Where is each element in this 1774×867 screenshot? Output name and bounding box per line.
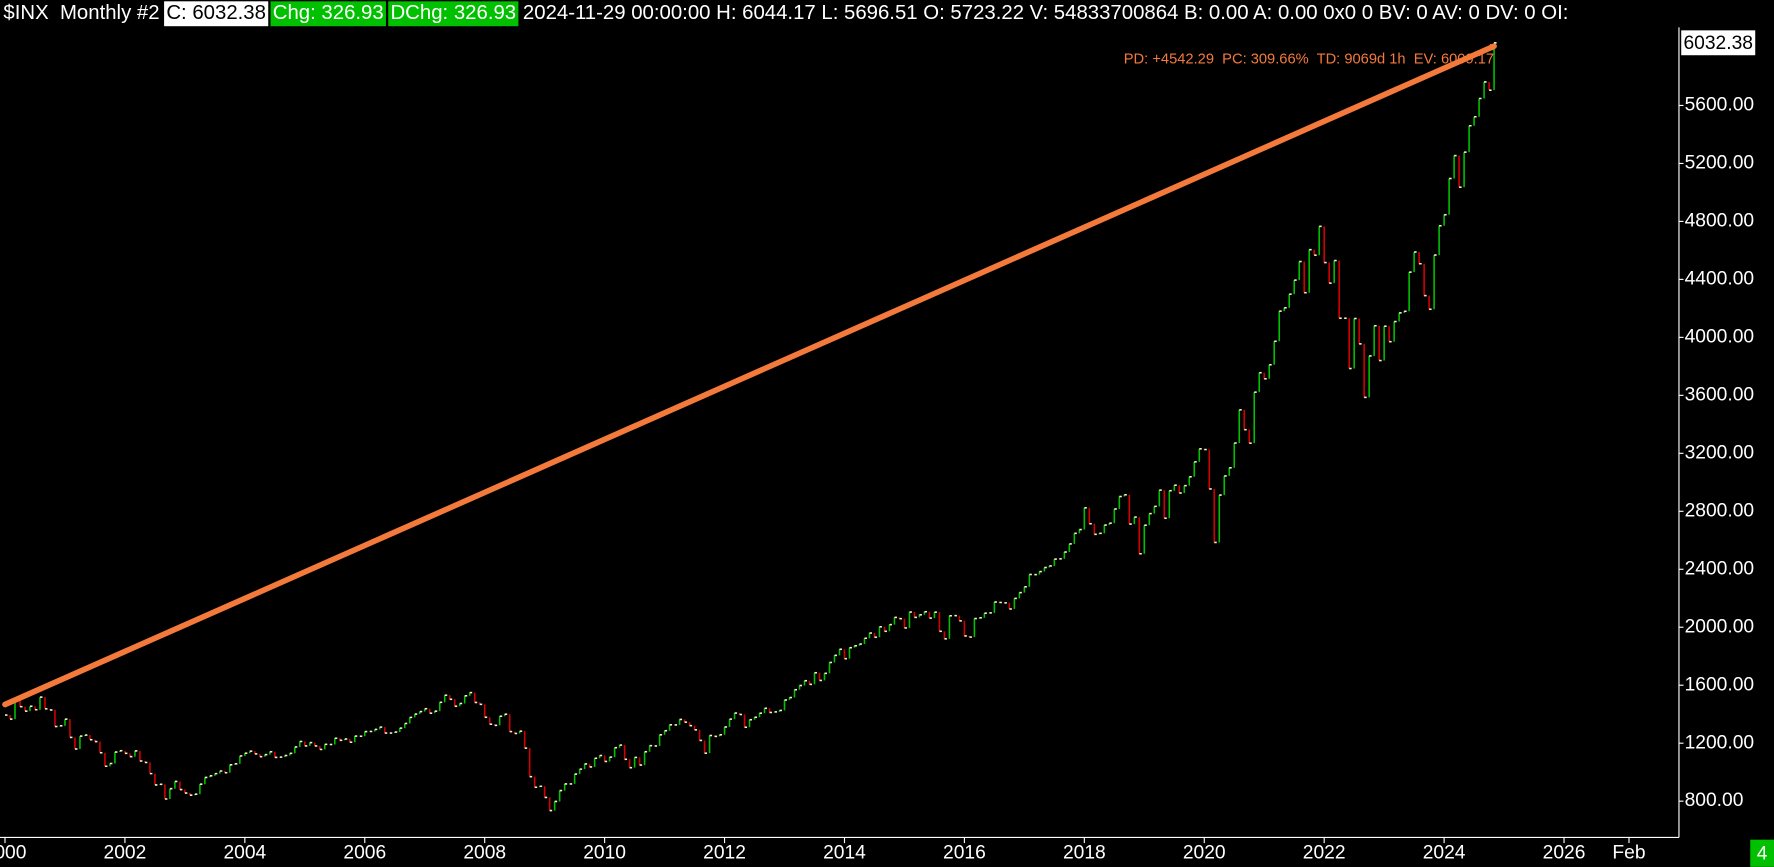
y-tick-label: 2000.00 xyxy=(1685,616,1754,637)
y-tick-label: 3200.00 xyxy=(1685,442,1754,463)
x-tick-label: 2016 xyxy=(943,842,986,863)
x-tick-label: 2022 xyxy=(1303,842,1346,863)
y-tick-label: 5200.00 xyxy=(1685,153,1754,174)
x-tick-label: 2014 xyxy=(823,842,866,863)
x-tick-label: 2020 xyxy=(1183,842,1226,863)
plot-area: PD: +4542.29 PC: 309.66% TD: 9069d 1h EV… xyxy=(2,41,1497,812)
y-tick-label: 4000.00 xyxy=(1685,326,1754,347)
y-tick-label: 2800.00 xyxy=(1685,500,1754,521)
y-tick-label: 4800.00 xyxy=(1685,210,1754,231)
trendline-arrow xyxy=(1489,43,1497,51)
y-tick-label: 5600.00 xyxy=(1685,95,1754,116)
x-tick-label: 2012 xyxy=(703,842,746,863)
x-tick-label: 2004 xyxy=(223,842,266,863)
header-bar: $INX Monthly #2 C: 6032.38 Chg: 326.93 DChg… xyxy=(3,1,1569,27)
header-box xyxy=(388,1,519,27)
header-field: C: 6032.38 xyxy=(166,2,266,24)
header-field: Chg: 326.93 xyxy=(273,2,384,24)
header-field: DChg: 326.93 xyxy=(390,2,516,24)
x-tick-label: 2018 xyxy=(1063,842,1106,863)
x-tick-label: 2008 xyxy=(463,842,506,863)
x-tick-label: 2000 xyxy=(0,842,26,863)
trendline xyxy=(2,43,1497,708)
last-price-box xyxy=(1681,30,1756,56)
badge-label: 4 xyxy=(1757,843,1768,864)
header-field: $INX Monthly #2 xyxy=(3,2,159,24)
y-tick-label: 800.00 xyxy=(1685,790,1744,811)
y-tick-label: 3600.00 xyxy=(1685,384,1754,405)
last-price-label: 6032.38 xyxy=(1683,33,1752,54)
y-tick-label: 1200.00 xyxy=(1685,732,1754,753)
badge-box xyxy=(1750,839,1774,867)
y-tick-label: 1600.00 xyxy=(1685,674,1754,695)
axes: 800.00 1200.00 1600.00 2000.00 2400.00 2800.0… xyxy=(0,27,1756,863)
header-box xyxy=(270,1,386,27)
y-tick-label: 4400.00 xyxy=(1685,268,1754,289)
header-box xyxy=(164,1,269,27)
trendline-label: PD: +4542.29 PC: 309.66% TD: 9069d 1h EV… xyxy=(1124,52,1494,68)
header-field: 2024-11-29 00:00:00 H: 6044.17 L: 5696.5… xyxy=(523,2,1569,24)
x-tick-label: 2010 xyxy=(583,842,626,863)
x-tick-label: Feb xyxy=(1612,842,1645,863)
x-tick-label: 2006 xyxy=(343,842,386,863)
x-tick-label: 2024 xyxy=(1423,842,1466,863)
y-tick-label: 2400.00 xyxy=(1685,558,1754,579)
x-tick-label: 2026 xyxy=(1543,842,1586,863)
x-tick-label: 2002 xyxy=(104,842,147,863)
